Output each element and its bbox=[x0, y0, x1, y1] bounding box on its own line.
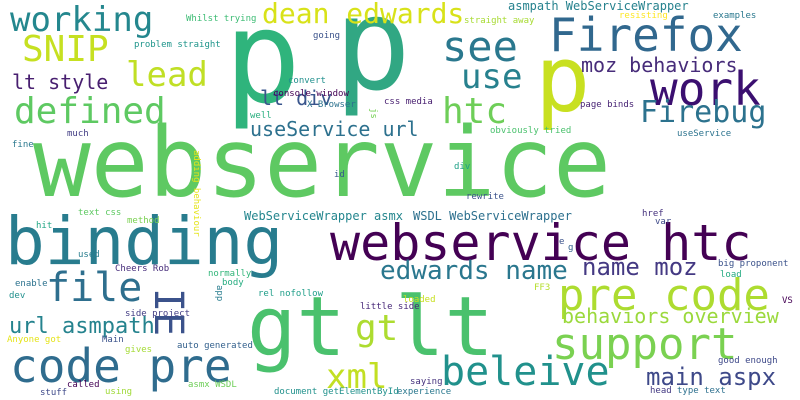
word-stuff: stuff bbox=[40, 388, 68, 398]
word-well: well bbox=[250, 111, 272, 121]
word-problem-straight: problem straight bbox=[134, 40, 221, 50]
word-defined: defined bbox=[14, 91, 166, 132]
word-convert: convert bbox=[288, 76, 326, 86]
word-big-proponent: big proponent bbox=[718, 259, 789, 269]
word-ff3: FF3 bbox=[534, 283, 551, 293]
word-code-pre: code pre bbox=[10, 339, 232, 393]
word-lead: lead bbox=[126, 55, 208, 95]
word-asmx-wsdl: asmx WSDL bbox=[188, 380, 237, 390]
word-text-css: text css bbox=[78, 208, 122, 218]
word-lt-style: lt style bbox=[12, 70, 109, 94]
word-binding: binding bbox=[5, 203, 284, 280]
word-straight-away: straight away bbox=[464, 16, 535, 26]
word-gt-lt: gt lt bbox=[247, 280, 494, 375]
word-snip: SNIP bbox=[22, 29, 109, 70]
word-dean-edwards: dean edwards bbox=[262, 0, 465, 30]
word-type-text: type text bbox=[677, 386, 726, 396]
word-adding-behaviour: adding behaviour bbox=[191, 150, 201, 237]
word-behaviors-overview: behaviors overview bbox=[562, 304, 779, 328]
word-asmpath-webservicewrapper: asmpath WebServiceWrapper bbox=[508, 0, 689, 13]
word-lt-div: lt div bbox=[260, 86, 333, 110]
word-obviously-tried: obviously tried bbox=[490, 126, 572, 136]
word-js: js bbox=[368, 108, 378, 119]
word-little-side: little side bbox=[360, 302, 420, 312]
word-work: work bbox=[650, 62, 761, 116]
word-g: g bbox=[568, 243, 574, 253]
word-loaded: loaded bbox=[403, 295, 436, 305]
word-app: app bbox=[214, 285, 224, 302]
word-document-getelementbyid: document getElementById bbox=[274, 387, 399, 397]
word-div: div bbox=[454, 162, 471, 172]
word-p-3: p bbox=[535, 26, 591, 133]
word-whilst-trying: Whilst trying bbox=[186, 14, 257, 24]
word-normally: normally bbox=[208, 269, 252, 279]
word-dev: dev bbox=[9, 291, 26, 301]
word-main: Main bbox=[102, 335, 124, 345]
word-firebug: Firebug bbox=[640, 95, 767, 130]
word-id: id bbox=[334, 170, 345, 180]
word-going: going bbox=[313, 31, 341, 41]
word-see: see bbox=[442, 22, 518, 71]
word-hit: hit bbox=[36, 221, 53, 231]
word-rewrite: rewrite bbox=[466, 192, 504, 202]
word-x-browser: X Browser bbox=[307, 100, 356, 110]
word-href: href bbox=[642, 209, 664, 219]
word-xml: xml bbox=[326, 357, 388, 397]
word-useservice-url: useService url bbox=[250, 117, 419, 141]
word-examples: examples bbox=[713, 11, 757, 21]
word-vs: VS bbox=[782, 296, 793, 306]
word-useservice: useService bbox=[677, 129, 732, 139]
word-rel-nofollow: rel nofollow bbox=[258, 289, 324, 299]
word-good-enough: good enough bbox=[718, 356, 778, 366]
word-method: method bbox=[127, 216, 160, 226]
word-anyone-got: Anyone got bbox=[7, 335, 62, 345]
word-main-aspx: main aspx bbox=[646, 363, 777, 391]
word-firefox: Firefox bbox=[549, 8, 743, 62]
word-gives: gives bbox=[125, 345, 153, 355]
word-use: use bbox=[461, 57, 523, 97]
word-url-asmpath: url asmpath bbox=[9, 314, 155, 339]
word-css-media: css media bbox=[384, 97, 433, 107]
word-console-window: console window bbox=[273, 89, 349, 99]
word-load: load bbox=[720, 270, 742, 280]
word-side-project: side project bbox=[125, 309, 191, 319]
word-name-moz: name moz bbox=[582, 253, 698, 281]
word-file: file bbox=[46, 265, 143, 311]
word-webservicewrapper-asmx: WebServiceWrapper asmx bbox=[244, 209, 403, 223]
word-support: support bbox=[552, 319, 738, 370]
word-webservice-htc: webservice htc bbox=[330, 214, 752, 272]
word-page-binds: page binds bbox=[580, 100, 635, 110]
word-used: used bbox=[78, 250, 100, 260]
word-var: var bbox=[655, 217, 672, 227]
word-beleive: beleive bbox=[441, 349, 610, 395]
word-body: body bbox=[222, 278, 244, 288]
word-resisting: resisting bbox=[619, 11, 668, 21]
word-wsdl-webservicewrapper: WSDL WebServiceWrapper bbox=[413, 209, 572, 223]
word-fine: fine bbox=[12, 140, 34, 150]
word-auto-generated: auto generated bbox=[177, 341, 253, 351]
word-enable: enable bbox=[15, 279, 48, 289]
word-experience: experience bbox=[397, 387, 452, 397]
word-called: called bbox=[67, 380, 100, 390]
word-working: working bbox=[10, 0, 154, 40]
word-pre-code: pre code bbox=[558, 270, 770, 321]
word-using: using bbox=[105, 387, 133, 397]
word-much: much bbox=[67, 129, 89, 139]
word-moz-behaviors: moz behaviors bbox=[581, 53, 738, 77]
word-webservice: webservice bbox=[33, 107, 611, 219]
word-htc: htc bbox=[442, 91, 508, 132]
word-head: head bbox=[650, 386, 672, 396]
word-gt: gt bbox=[355, 308, 399, 349]
word-p-2: p bbox=[334, 0, 412, 120]
word-cheers-rob: Cheers Rob bbox=[115, 264, 170, 274]
word-saying: saying bbox=[410, 377, 443, 387]
word-p-1: p bbox=[224, 0, 302, 133]
word-edwards-name: edwards name bbox=[380, 256, 568, 286]
word-e: e bbox=[559, 237, 565, 247]
